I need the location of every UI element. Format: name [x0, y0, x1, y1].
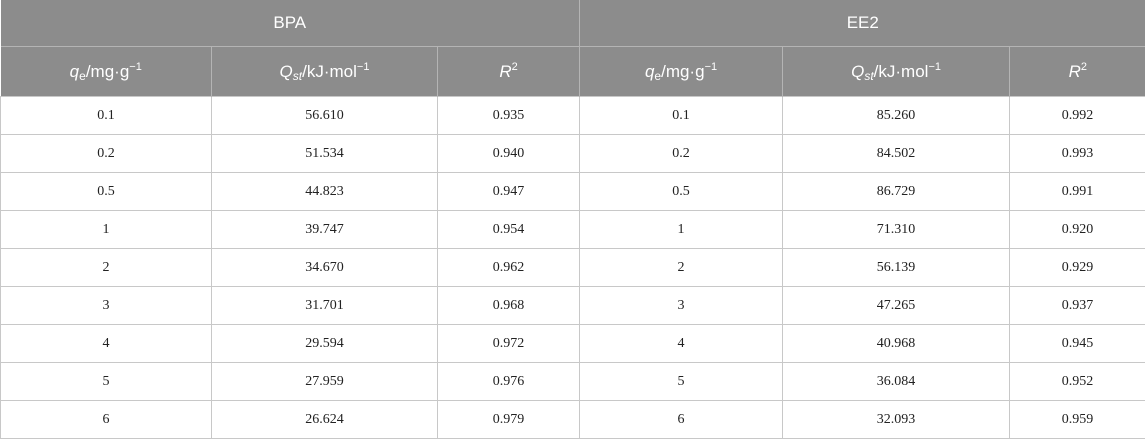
col-header-qe: qe/mg·g−1 — [0, 46, 212, 97]
table-cell: 31.701 — [211, 286, 438, 325]
table-cell: 0.5 — [579, 172, 784, 211]
table-cell: 44.823 — [211, 172, 438, 211]
table-cell: 0.945 — [1009, 324, 1145, 363]
table-cell: 5 — [579, 362, 784, 401]
table-cell: 1 — [0, 210, 212, 249]
table-cell: 3 — [0, 286, 212, 325]
table-row: 0.1 56.610 0.935 0.1 85.260 0.992 — [0, 96, 1145, 135]
table-cell: 0.972 — [436, 324, 581, 363]
table-cell: 0.954 — [436, 210, 581, 249]
table-row: 0.5 44.823 0.947 0.5 86.729 0.991 — [0, 172, 1145, 211]
table-cell: 56.139 — [782, 248, 1011, 287]
table-cell: 0.940 — [436, 134, 581, 173]
table-cell: 0.1 — [579, 96, 784, 135]
table-cell: 0.5 — [0, 172, 212, 211]
table-row: 5 27.959 0.976 5 36.084 0.952 — [0, 362, 1145, 401]
table-cell: 0.952 — [1009, 362, 1145, 401]
table-cell: 36.084 — [782, 362, 1011, 401]
col-header-qe: qe/mg·g−1 — [579, 46, 783, 97]
table-cell: 6 — [579, 400, 784, 439]
table-row: 6 26.624 0.979 6 32.093 0.959 — [0, 400, 1145, 439]
table-cell: 51.534 — [211, 134, 438, 173]
table-cell: 0.920 — [1009, 210, 1145, 249]
table-cell: 4 — [0, 324, 212, 363]
table-cell: 2 — [0, 248, 212, 287]
col-header-r2: R2 — [436, 46, 580, 97]
table-cell: 2 — [579, 248, 784, 287]
table-row: 1 39.747 0.954 1 71.310 0.920 — [0, 210, 1145, 249]
table-cell: 29.594 — [211, 324, 438, 363]
table-cell: 56.610 — [211, 96, 438, 135]
table-row: 0.2 51.534 0.940 0.2 84.502 0.993 — [0, 134, 1145, 173]
table-cell: 39.747 — [211, 210, 438, 249]
table-cell: 86.729 — [782, 172, 1011, 211]
table-cell: 0.947 — [436, 172, 581, 211]
table-cell: 32.093 — [782, 400, 1011, 439]
col-header-r2: R2 — [1009, 46, 1145, 97]
table-cell: 40.968 — [782, 324, 1011, 363]
table-body: 0.1 56.610 0.935 0.1 85.260 0.992 0.2 51.534 0.9… — [0, 96, 1145, 439]
table-cell: 47.265 — [782, 286, 1011, 325]
group-header-ee2: EE2 — [579, 0, 1145, 47]
table-cell: 6 — [0, 400, 212, 439]
table-row: 3 31.701 0.968 3 47.265 0.937 — [0, 286, 1145, 325]
table-cell: 85.260 — [782, 96, 1011, 135]
table-row: 2 34.670 0.962 2 56.139 0.929 — [0, 248, 1145, 287]
table-cell: 0.993 — [1009, 134, 1145, 173]
table-cell: 5 — [0, 362, 212, 401]
group-header-bpa: BPA — [0, 0, 580, 47]
table-cell: 71.310 — [782, 210, 1011, 249]
table-cell: 0.976 — [436, 362, 581, 401]
table-cell: 0.2 — [579, 134, 784, 173]
table-cell: 27.959 — [211, 362, 438, 401]
col-header-qst: Qst/kJ·mol−1 — [211, 46, 438, 97]
table-cell: 1 — [579, 210, 784, 249]
col-header-qst: Qst/kJ·mol−1 — [782, 46, 1010, 97]
table-cell: 34.670 — [211, 248, 438, 287]
table-cell: 0.992 — [1009, 96, 1145, 135]
table-cell: 0.991 — [1009, 172, 1145, 211]
table-cell: 3 — [579, 286, 784, 325]
table-cell: 0.937 — [1009, 286, 1145, 325]
table-cell: 0.929 — [1009, 248, 1145, 287]
table-row: 4 29.594 0.972 4 40.968 0.945 — [0, 324, 1145, 363]
table-cell: 0.968 — [436, 286, 581, 325]
table-cell: 0.2 — [0, 134, 212, 173]
table-cell: 0.962 — [436, 248, 581, 287]
table-cell: 0.1 — [0, 96, 212, 135]
table-cell: 0.935 — [436, 96, 581, 135]
column-header-row: qe/mg·g−1 Qst/kJ·mol−1 R2 qe/mg·g−1 Qst/… — [0, 46, 1145, 97]
group-header-row: BPA EE2 — [0, 0, 1145, 47]
table-cell: 0.959 — [1009, 400, 1145, 439]
table-cell: 4 — [579, 324, 784, 363]
table-cell: 26.624 — [211, 400, 438, 439]
table-cell: 84.502 — [782, 134, 1011, 173]
table-cell: 0.979 — [436, 400, 581, 439]
